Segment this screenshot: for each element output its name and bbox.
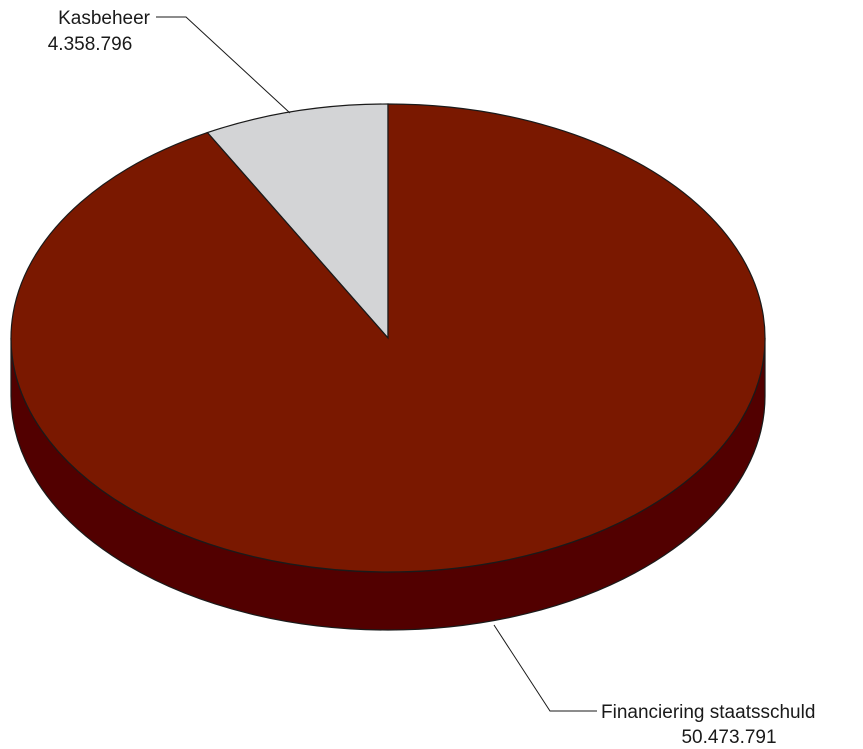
label-financiering-name: Financiering staatsschuld — [601, 702, 815, 723]
leader-line-financiering-staatsschuld — [494, 625, 597, 711]
label-financiering-value: 50.473.791 — [681, 727, 776, 748]
leader-line-kasbeheer — [156, 17, 290, 113]
label-kasbeheer-name: Kasbeheer — [58, 8, 151, 29]
pie-slice-financiering-staatsschuld — [11, 104, 765, 572]
label-kasbeheer-value: 4.358.796 — [48, 34, 133, 55]
